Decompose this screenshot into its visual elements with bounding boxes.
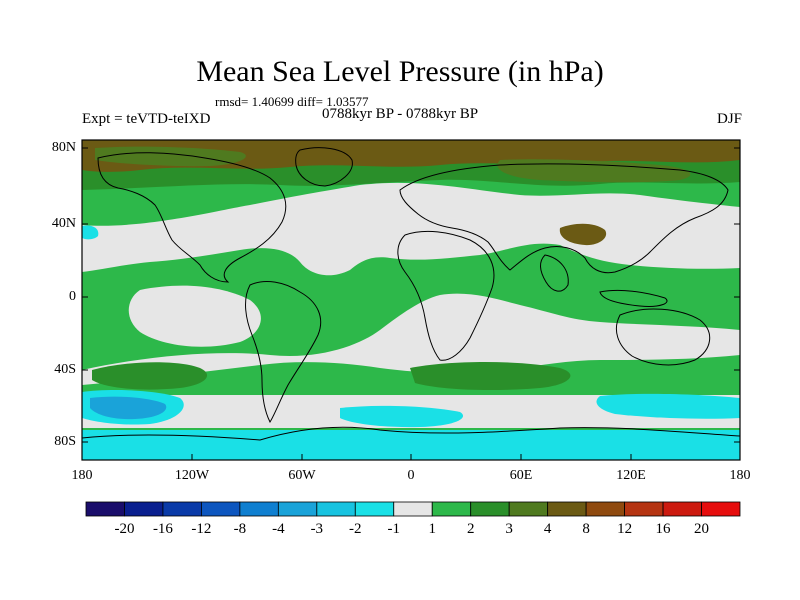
colorbar-swatch <box>239 501 279 517</box>
colorbar-swatch <box>624 501 664 517</box>
colorbar-swatch <box>354 501 395 517</box>
coast-africa <box>397 230 495 361</box>
colorbar-label: 12 <box>617 521 633 537</box>
pressure-field <box>82 140 740 460</box>
colorbar-swatch <box>85 501 125 517</box>
field-dark-green-1 <box>92 362 208 390</box>
colorbar-swatch <box>124 501 164 517</box>
lat-label-80n: 80N <box>51 140 76 155</box>
colorbar-label: 8 <box>582 521 590 537</box>
field-neutral-north <box>82 182 740 276</box>
coast-greenland <box>295 147 353 187</box>
coastlines <box>82 147 740 441</box>
period-text: 0788kyr BP - 0788kyr BP <box>321 106 479 122</box>
colorbar-label: -16 <box>152 521 173 537</box>
colorbar-label: -8 <box>233 521 247 537</box>
colorbar-label: 3 <box>505 521 513 537</box>
lon-label-180w: 180 <box>71 468 93 483</box>
season-label: DJF <box>716 111 742 127</box>
coast-north-america <box>97 152 287 283</box>
coast-australia <box>616 308 710 366</box>
colorbar-label: 20 <box>694 521 710 537</box>
colorbar-label: 4 <box>543 521 552 537</box>
field-neutral-south <box>82 293 740 385</box>
axis-ticks <box>81 147 741 460</box>
colorbar-swatch <box>316 501 356 517</box>
coast-south-america <box>245 281 322 424</box>
colorbar-label: -20 <box>114 521 135 537</box>
colorbar-swatch <box>393 501 433 517</box>
colorbar-swatch <box>162 501 202 517</box>
coast-antarctica <box>82 426 740 441</box>
colorbar-label: -4 <box>272 521 285 537</box>
lon-label-0: 0 <box>407 468 415 483</box>
colorbar-swatch <box>470 501 510 517</box>
colorbar-swatch <box>508 501 549 517</box>
colorbar-swatch <box>277 501 318 517</box>
plot-title: Mean Sea Level Pressure (in hPa) <box>196 55 604 88</box>
colorbar <box>85 501 741 517</box>
field-dark-green-2 <box>410 362 571 391</box>
colorbar-swatch <box>701 501 741 517</box>
colorbar-label: -12 <box>191 521 212 537</box>
colorbar-label: -1 <box>387 521 401 537</box>
field-olive-siberia <box>497 159 691 183</box>
field-cyan-south <box>82 430 740 460</box>
lon-label-60w: 60W <box>288 468 316 483</box>
field-cyan-patch-2 <box>596 393 740 419</box>
lat-label-40n: 40N <box>51 216 76 231</box>
field-neutral-pacific <box>128 285 261 347</box>
field-blue-patch-1 <box>90 396 167 420</box>
field-cyan-patch-3 <box>340 405 464 428</box>
lon-label-180e: 180 <box>729 468 751 483</box>
colorbar-swatch <box>585 501 625 517</box>
lat-label-80s: 80S <box>54 434 76 449</box>
colorbar-label: 1 <box>428 521 436 537</box>
colorbar-label: -2 <box>349 521 362 537</box>
colorbar-swatch <box>662 501 702 517</box>
colorbar-swatch <box>431 501 472 517</box>
colorbar-label: 2 <box>466 521 475 537</box>
field-brown-arctic <box>82 140 740 172</box>
colorbar-label: -3 <box>310 521 324 537</box>
experiment-label: Expt = teVTD-teIXD <box>82 111 211 127</box>
field-brown-tibet <box>559 223 607 246</box>
colorbar-swatch <box>547 501 587 517</box>
stats-text: rmsd= 1.40699 diff= 1.03577 <box>215 94 369 109</box>
colorbar-label: 16 <box>655 521 671 537</box>
lon-label-120e: 120E <box>616 468 646 483</box>
field-olive-america <box>95 146 246 167</box>
coast-india <box>540 254 569 292</box>
lat-label-40s: 40S <box>54 362 76 377</box>
coast-indonesia <box>599 289 668 307</box>
lat-label-0: 0 <box>69 289 76 304</box>
colorbar-swatch <box>201 501 241 517</box>
coast-eurasia <box>399 163 729 274</box>
lon-label-60e: 60E <box>509 468 533 483</box>
lon-label-120w: 120W <box>174 468 210 483</box>
field-cyan-west-pacific <box>82 225 99 240</box>
